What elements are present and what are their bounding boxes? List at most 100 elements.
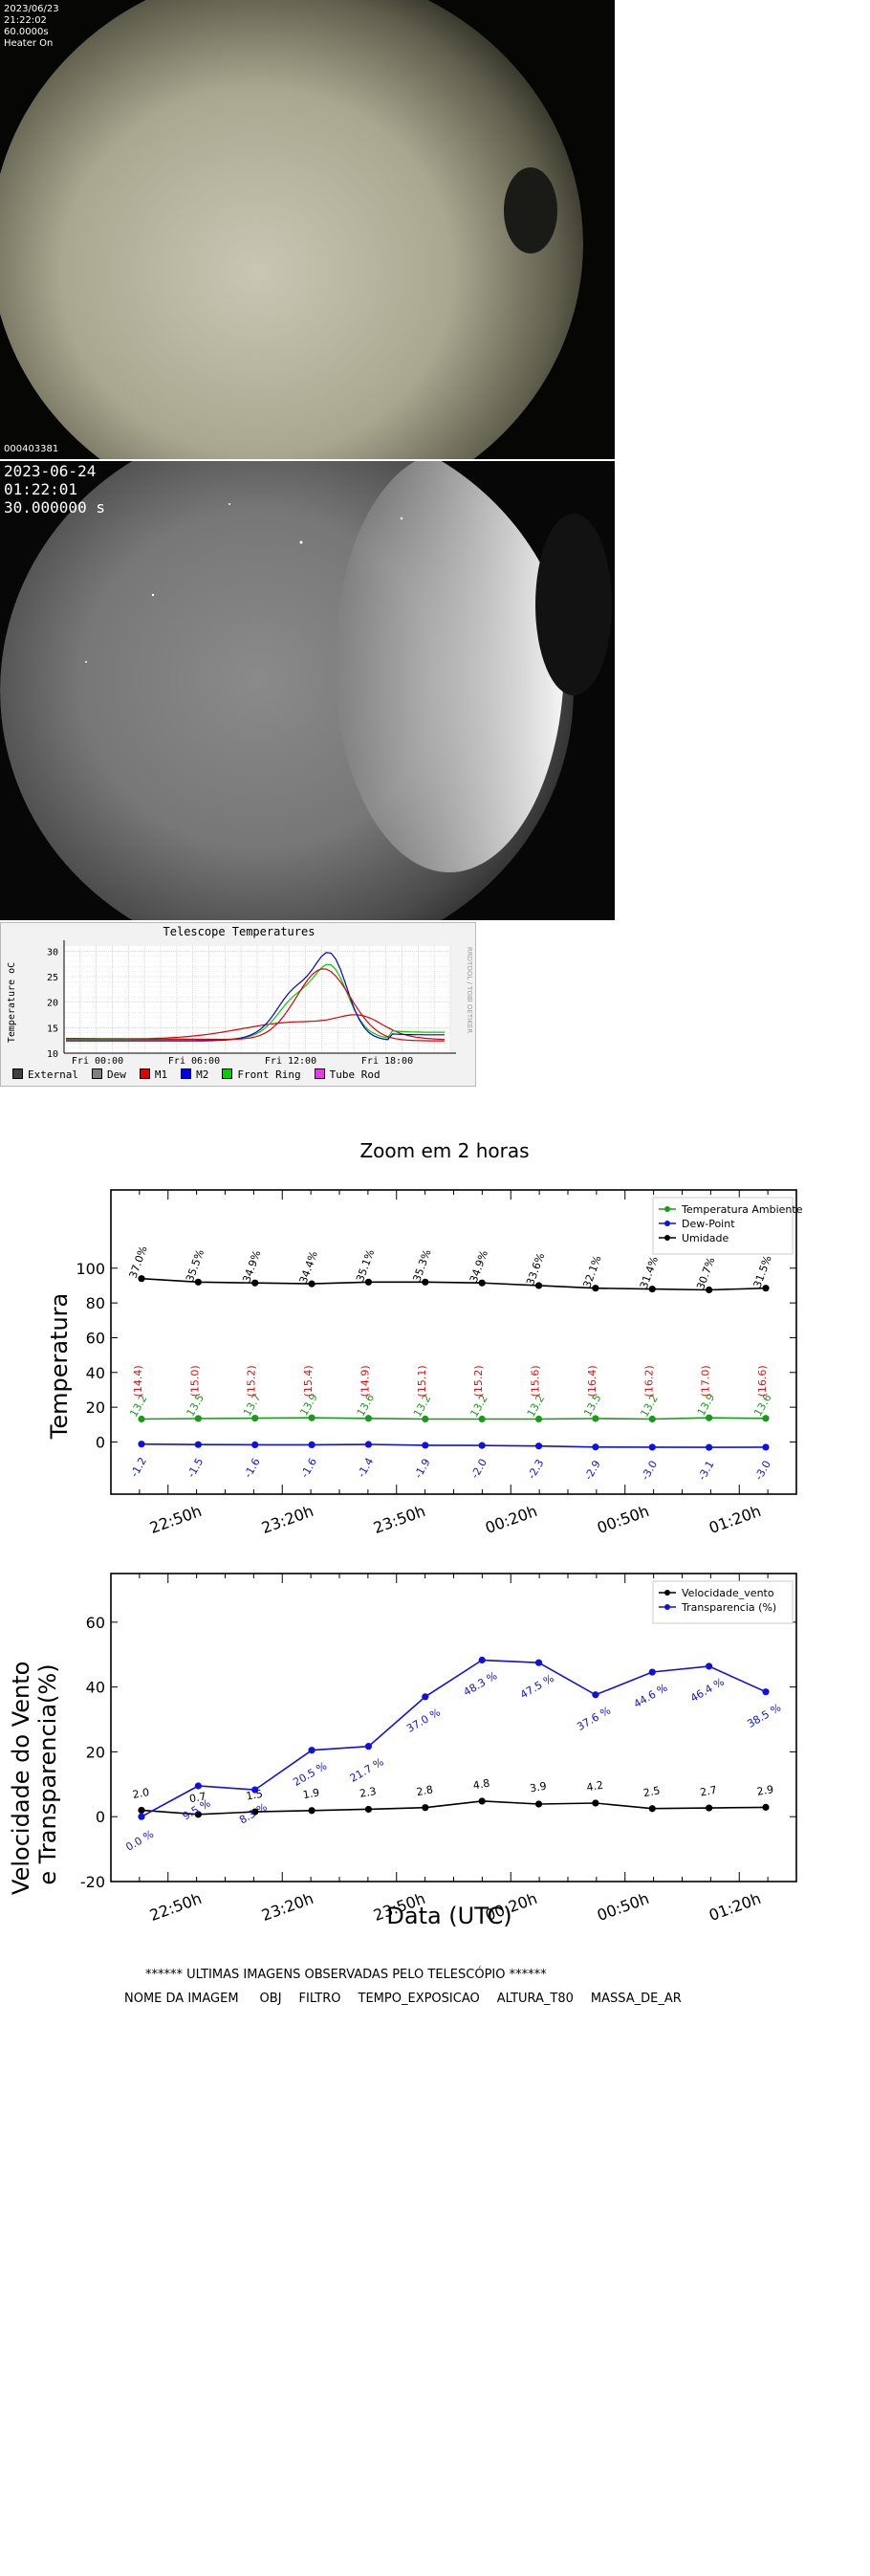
dew-spread-label: (16.2) [642,1365,655,1397]
data-point [138,1275,145,1283]
camera1-exposure: 60.0000s [4,27,49,37]
tt-legend-swatch [222,1068,233,1079]
telescope-temperatures-graph: Telescope Temperatures Temperature oC RR… [0,922,476,1087]
data-label: 44.6 % [632,1682,670,1710]
data-label: 37.0% [127,1244,150,1280]
data-label: -3.1 [696,1459,717,1483]
data-point [762,1285,770,1292]
allsky-frame-2 [0,461,615,920]
tt-legend-item: M1 [139,1068,167,1081]
data-point [138,1813,145,1820]
data-label: 34.9% [240,1248,263,1284]
data-point [251,1414,259,1422]
y-tick-label: 80 [86,1294,105,1312]
allsky-frame-1 [0,0,615,459]
wind-chart-ylabel: Velocidade do Vento e Transparencia(%) [8,1654,61,1895]
data-label: 35.5% [184,1247,207,1283]
allsky-camera-image-2: 2023-06-24 01:22:01 30.000000 s [0,461,615,920]
observations-column-header: MASSA_DE_AR [590,1992,682,2006]
data-point [534,1282,543,1289]
data-label: 2.9 [756,1783,774,1798]
tt-y-tick-label: 15 [47,1024,58,1034]
tt-legend-item: External [12,1068,78,1081]
data-point [706,1414,713,1421]
data-label: 0.7 [188,1790,207,1805]
data-label: 4.2 [586,1779,604,1794]
x-tick-label: 00:20h [483,1502,539,1537]
data-label: 38.5 % [745,1701,783,1729]
data-point [138,1415,145,1423]
telescope-temperatures-legend: External Dew M1 M2 Front Ring Tube Rod [12,1068,381,1081]
data-point [478,1442,486,1449]
data-label: 32.1% [581,1254,604,1289]
data-point [706,1443,713,1451]
data-point [534,1442,543,1450]
data-point [194,1811,202,1818]
y-tick-label: 40 [86,1364,105,1382]
series-line [141,1800,767,1816]
legend-box [652,1580,794,1624]
data-point [422,1693,429,1701]
camera1-heater-status: Heater On [4,38,54,49]
data-label: 1.9 [302,1786,320,1801]
camera1-date: 2023/06/23 [4,4,59,14]
allsky-camera-image-1: 2023/06/23 21:22:02 60.0000s Heater On 0… [0,0,615,459]
data-label: -2.0 [468,1457,489,1481]
tt-legend-item: Front Ring [222,1068,301,1081]
data-point [592,1415,599,1422]
series-line [141,1659,767,1817]
series-line [141,1417,767,1420]
tt-legend-item: Dew [91,1068,126,1081]
data-label: 20.5 % [291,1759,329,1788]
x-tick-label: 22:50h [147,1889,204,1925]
data-point [422,1442,429,1449]
data-label: -3.0 [639,1459,660,1483]
data-point [762,1443,770,1451]
data-point [648,1415,656,1423]
data-point [422,1415,429,1423]
legend-box [652,1197,794,1255]
x-tick-label: 00:50h [595,1502,651,1537]
data-label: -1.2 [128,1455,149,1479]
y-tick-label: 60 [86,1614,105,1632]
telescope-temperatures-plot: Temperature oC RRDTOOL / TOBI OETIKER 30… [7,940,473,1067]
y-tick-label: 40 [86,1679,105,1697]
tt-y-tick-label: 20 [47,999,58,1009]
data-label: 21.7 % [348,1755,386,1784]
data-label: -3.0 [752,1459,773,1483]
data-point [762,1688,770,1696]
data-label: 31.5% [751,1254,774,1289]
data-label: -1.6 [242,1456,263,1480]
data-point [534,1800,543,1808]
x-tick-label: 01:20h [707,1502,763,1537]
legend-marker [664,1604,670,1610]
data-point [194,1278,202,1286]
dew-spread-label: (17.0) [700,1365,712,1397]
data-label: 4.8 [472,1777,490,1793]
observations-column-header: ALTURA_T80 [496,1992,574,2006]
data-point [478,1415,486,1423]
dew-spread-label: (14.4) [132,1365,144,1397]
zoom-temperature-chart: Zoom em 2 horas Temperatura 0 20 40 60 80 100… [46,1139,803,1537]
legend-marker [664,1206,670,1212]
legend-label: Transparencia (%) [681,1601,776,1614]
data-label: 2.3 [359,1785,377,1800]
tt-trace-m2 [66,952,445,1042]
data-point [308,1441,315,1448]
dew-spread-label: (15.4) [302,1365,315,1397]
data-point [706,1662,713,1670]
tt-legend-swatch [91,1068,102,1079]
observations-column-header: FILTRO [298,1992,341,2006]
tt-legend-label: Tube Rod [329,1068,381,1081]
data-label: -2.9 [582,1458,603,1482]
data-label: 31.4% [638,1255,661,1290]
observations-column-header: OBJ [259,1992,282,2006]
legend-label: Umidade [682,1232,729,1244]
data-label: 2.8 [415,1783,433,1798]
data-point [251,1279,259,1287]
dew-spread-label: (14.9) [359,1365,371,1397]
data-point [706,1804,713,1812]
data-point [422,1278,429,1286]
data-label: 0.0 % [123,1828,156,1854]
data-point [364,1415,373,1422]
